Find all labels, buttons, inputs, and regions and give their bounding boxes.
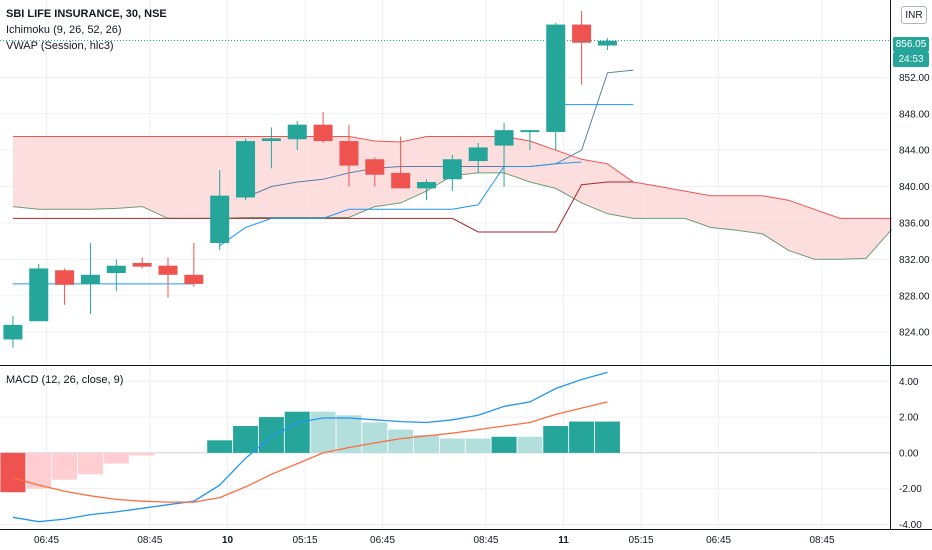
candle-body [339,141,359,166]
candle-body [184,274,204,284]
candle-body [494,130,514,146]
macd-histogram-bar [517,436,543,453]
macd-axis-tick-label: 0.00 [899,448,919,459]
time-axis-tick-label: 05:15 [629,535,654,546]
macd-axis-tick-label: -4.00 [899,520,922,531]
ichimoku-legend[interactable]: Ichimoku (9, 26, 52, 26) [6,24,122,36]
candle-body [261,138,281,142]
time-axis-tick-label: 06:45 [706,535,731,546]
vwap-line-session-2 [219,161,582,247]
candle-body [365,159,385,175]
time-axis-tick-label: 10 [222,535,234,546]
candle-body [468,147,488,162]
macd-axis-tick-label: 4.00 [899,377,919,388]
macd-histogram-bar [594,421,620,453]
candle-body [29,268,49,322]
macd-axis-tick-label: -2.00 [899,484,922,495]
candle-body [597,40,617,46]
candle-body [572,24,592,43]
price-axis-tick-label: 836.00 [899,218,930,229]
vwap-legend[interactable]: VWAP (Session, hlc3) [6,40,114,52]
price-axis-tick-label: 848.00 [899,109,930,120]
macd-histogram-bar [414,434,439,453]
macd-signal-line [12,401,608,503]
candle-body [236,141,256,198]
price-axis-tick-label: 844.00 [899,146,930,157]
price-axis-tick-label: 852.00 [899,73,930,84]
time-axis-tick-label: 08:45 [809,535,834,546]
symbol-legend[interactable]: SBI LIFE INSURANCE, 30, NSE [6,8,167,20]
time-axis-tick-label: 08:45 [473,535,498,546]
price-axis-tick-label: 832.00 [899,255,930,266]
price-axis-tick-label: 824.00 [899,328,930,339]
candle-body [520,130,540,133]
candle-body [55,270,75,285]
macd-histogram-bar [491,436,517,453]
macd-histogram-bar [388,429,414,453]
macd-histogram-bar [103,452,129,464]
candle-body [313,124,333,142]
macd-histogram-bar [207,440,233,453]
macd-histogram-bar [233,426,259,453]
candle-body [80,274,100,284]
time-axis-tick-label: 08:45 [137,535,162,546]
candle-body [132,262,152,267]
candle-body [442,159,462,180]
macd-histogram-bar [362,422,388,453]
macd-histogram-bar [284,411,310,453]
macd-histogram-bar [77,452,103,475]
last-price-label: 856.05 [893,37,929,52]
ichimoku-span-b-line [12,136,892,219]
currency-button[interactable]: INR [901,6,927,24]
candle-body [158,265,178,275]
price-axis-tick-label: 840.00 [899,182,930,193]
time-axis-tick-label: 11 [558,535,569,546]
candle-body [210,195,230,243]
macd-histogram-bar [258,417,284,453]
macd-axis-tick-label: 2.00 [899,413,919,424]
candle-body [417,182,436,189]
time-axis-tick-label: 06:45 [370,535,395,546]
ichimoku-cloud [12,136,892,260]
macd-histogram-bar [0,452,26,493]
candle-body [391,172,411,189]
price-axis-tick-label: 828.00 [899,291,930,302]
ichimoku-tenkan-line [245,69,634,198]
macd-histogram-bar [129,452,155,456]
macd-legend[interactable]: MACD (12, 26, close, 9) [6,374,124,386]
time-axis-tick-label: 05:15 [292,535,317,546]
candle-body [546,24,566,132]
macd-line [12,371,608,523]
time-axis-tick-label: 06:45 [34,535,59,546]
macd-histogram-bar [439,438,465,453]
candle-body [287,124,307,140]
macd-histogram-bar [569,421,595,453]
macd-histogram-bar [465,438,491,453]
macd-histogram-bar [543,426,569,453]
macd-histogram-bar [52,452,78,480]
candle-body [3,324,23,340]
candle-body [106,265,126,273]
bar-countdown-label: 24:53 [893,52,929,67]
